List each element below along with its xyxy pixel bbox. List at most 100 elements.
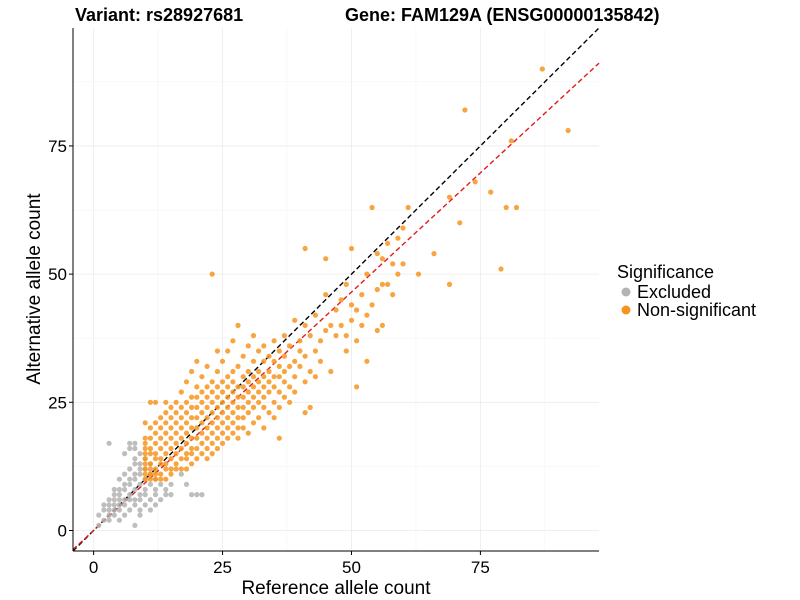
point-non-significant xyxy=(183,410,190,416)
point-non-significant xyxy=(173,430,179,436)
point-non-significant xyxy=(173,451,179,457)
point-non-significant xyxy=(266,379,272,385)
point-non-significant xyxy=(183,440,190,446)
point-non-significant xyxy=(256,389,262,395)
point-non-significant xyxy=(189,445,195,452)
point-non-significant xyxy=(317,358,324,364)
point-non-significant xyxy=(307,404,313,410)
point-non-significant xyxy=(214,415,220,421)
point-non-significant xyxy=(250,333,257,339)
point-non-significant xyxy=(261,394,267,400)
point-non-significant xyxy=(147,425,153,431)
point-non-significant xyxy=(364,358,370,364)
point-non-significant xyxy=(219,399,226,405)
point-non-significant xyxy=(204,384,210,390)
point-non-significant xyxy=(281,368,287,375)
point-non-significant xyxy=(173,466,179,472)
point-non-significant xyxy=(240,394,246,400)
point-non-significant xyxy=(199,420,205,426)
point-non-significant xyxy=(152,471,159,477)
point-excluded xyxy=(127,492,133,498)
point-non-significant xyxy=(152,420,159,426)
point-excluded xyxy=(147,497,153,503)
x-tick-label: 25 xyxy=(213,558,232,577)
point-non-significant xyxy=(292,374,298,380)
point-non-significant xyxy=(152,456,159,462)
point-non-significant xyxy=(214,384,220,390)
point-excluded xyxy=(132,486,138,493)
point-non-significant xyxy=(214,435,220,441)
point-non-significant xyxy=(194,415,200,421)
point-non-significant xyxy=(158,435,164,441)
point-non-significant xyxy=(235,363,241,369)
point-non-significant xyxy=(163,476,169,482)
point-non-significant xyxy=(163,451,169,457)
point-non-significant xyxy=(385,281,391,287)
point-excluded xyxy=(137,461,143,467)
point-non-significant xyxy=(256,415,262,421)
point-non-significant xyxy=(503,204,509,211)
point-non-significant xyxy=(230,338,236,344)
point-non-significant xyxy=(214,404,220,410)
point-excluded xyxy=(116,497,122,503)
point-non-significant xyxy=(240,353,246,359)
point-non-significant xyxy=(209,451,215,457)
y-tick-label: 0 xyxy=(58,521,67,540)
legend-swatch-excluded xyxy=(621,287,631,297)
point-non-significant xyxy=(178,425,184,431)
point-non-significant xyxy=(287,399,293,405)
point-non-significant xyxy=(168,415,174,421)
point-excluded xyxy=(189,492,195,498)
point-non-significant xyxy=(281,333,287,339)
point-non-significant xyxy=(338,322,344,328)
point-non-significant xyxy=(276,389,282,395)
point-non-significant xyxy=(348,317,355,323)
point-non-significant xyxy=(472,179,478,185)
point-non-significant xyxy=(189,435,195,441)
point-non-significant xyxy=(168,471,174,477)
point-excluded xyxy=(122,451,128,457)
point-non-significant xyxy=(209,271,215,277)
point-non-significant xyxy=(235,322,241,328)
point-excluded xyxy=(106,497,112,503)
point-non-significant xyxy=(163,420,169,426)
point-excluded xyxy=(127,476,133,482)
point-non-significant xyxy=(323,256,329,262)
point-non-significant xyxy=(194,445,200,452)
point-non-significant xyxy=(225,404,231,410)
point-non-significant xyxy=(271,338,277,344)
point-non-significant xyxy=(230,410,236,416)
point-non-significant xyxy=(508,138,514,144)
point-excluded xyxy=(111,507,117,513)
point-non-significant xyxy=(287,343,293,349)
point-non-significant xyxy=(152,430,159,436)
point-non-significant xyxy=(189,394,195,400)
point-non-significant xyxy=(158,456,164,462)
point-non-significant xyxy=(147,435,153,441)
point-non-significant xyxy=(240,404,246,410)
point-non-significant xyxy=(189,368,195,375)
point-excluded xyxy=(111,512,117,518)
point-non-significant xyxy=(183,451,190,457)
point-non-significant xyxy=(400,225,406,231)
point-non-significant xyxy=(240,425,246,431)
point-non-significant xyxy=(142,476,148,482)
point-non-significant xyxy=(209,389,215,395)
point-non-significant xyxy=(266,368,272,375)
point-non-significant xyxy=(142,461,148,467)
point-non-significant xyxy=(240,384,246,390)
point-non-significant xyxy=(364,271,370,277)
legend-swatch-nonsignificant xyxy=(621,305,631,315)
point-non-significant xyxy=(307,368,313,375)
point-non-significant xyxy=(194,435,200,441)
point-non-significant xyxy=(168,466,174,472)
point-non-significant xyxy=(152,451,159,457)
point-excluded xyxy=(116,476,122,482)
point-non-significant xyxy=(152,399,159,405)
point-non-significant xyxy=(379,322,385,328)
point-non-significant xyxy=(194,404,200,410)
point-excluded xyxy=(152,486,159,493)
point-excluded xyxy=(122,502,128,508)
variant-title: Variant: rs28927681 xyxy=(75,5,243,25)
point-excluded xyxy=(132,471,138,477)
